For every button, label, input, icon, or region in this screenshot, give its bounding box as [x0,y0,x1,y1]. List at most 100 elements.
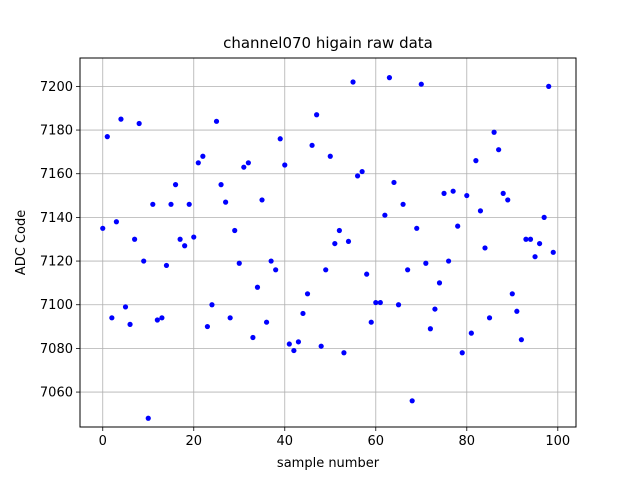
data-point [168,201,174,207]
data-point [496,147,502,153]
data-point [473,158,479,164]
y-tick-label: 7100 [40,298,73,313]
data-point [509,291,515,297]
data-point [232,227,238,234]
data-point [477,208,484,214]
data-point [368,319,374,325]
data-point [195,160,201,166]
data-point [523,236,529,242]
data-point [373,299,379,306]
data-point [163,262,170,269]
data-point [459,350,465,356]
data-point [132,236,138,242]
data-point [464,192,470,199]
data-point [359,168,365,175]
data-point [218,182,224,188]
data-point [527,236,534,242]
data-point [314,112,320,118]
data-point [127,321,133,327]
data-point [100,225,106,231]
data-point [141,258,147,264]
data-point [418,81,424,87]
data-point [350,79,356,85]
data-point [377,299,383,306]
data-point [295,339,302,345]
x-tick-label: 40 [276,434,293,449]
data-point [332,240,338,247]
x-axis-label: sample number [277,456,380,471]
x-tick-label: 80 [459,434,476,449]
data-point [391,179,397,186]
axes-frame [79,57,577,428]
y-tick-label: 7120 [40,255,73,270]
data-point [336,227,342,234]
data-point [414,225,420,231]
data-point [364,271,370,277]
data-point [136,120,142,127]
data-point [455,223,461,229]
data-point [227,315,233,321]
x-tick-label: 20 [185,434,202,449]
data-point [273,267,279,273]
data-point [291,347,297,354]
data-point [259,197,265,203]
data-point [514,308,520,314]
data-point [304,291,311,297]
y-axis-ticks: 7060 7080 7100 7120 7140 7160 7180 7200 [40,80,80,401]
data-point [405,267,411,273]
data-point [177,236,183,242]
data-point [450,188,456,194]
data-point [395,302,402,308]
data-point [145,415,151,421]
data-point [300,310,306,317]
data-point [536,240,543,247]
data-point [182,243,188,249]
data-point [154,317,160,323]
data-point [546,83,552,89]
data-point [268,258,274,264]
data-point [245,160,251,166]
data-point [323,267,329,273]
data-point [191,234,197,240]
data-point [386,75,393,81]
data-point [505,197,511,203]
data-point [441,190,447,196]
data-point [432,306,438,312]
data-point [282,162,288,168]
data-point [436,280,443,286]
y-axis-label: ADC Code [14,210,29,275]
data-point [172,182,179,188]
y-tick-label: 7080 [40,342,73,357]
data-point [541,214,547,220]
data-point [277,136,283,142]
chart-title: channel070 higain raw data [223,34,433,52]
data-point [400,201,406,207]
x-tick-label: 60 [368,434,385,449]
data-point [113,219,120,225]
data-point [491,129,497,135]
x-tick-label: 0 [99,434,107,449]
data-point [354,173,361,179]
data-point [223,199,229,205]
x-axis-ticks: 0 20 40 60 80 100 [99,427,570,449]
data-point [482,245,488,251]
data-point [263,319,270,325]
y-tick-label: 7180 [40,124,73,139]
data-point [286,341,292,347]
data-point [500,190,506,196]
data-point [250,334,256,341]
data-points [100,75,556,421]
y-tick-label: 7200 [40,80,73,95]
data-point [213,118,220,124]
data-point [186,201,192,207]
data-point [109,315,115,321]
data-point [159,315,165,321]
data-point [318,343,324,349]
y-tick-label: 7160 [40,167,73,182]
y-tick-label: 7060 [40,386,73,401]
data-point [104,134,110,140]
data-point [200,153,206,159]
data-point [550,249,556,255]
